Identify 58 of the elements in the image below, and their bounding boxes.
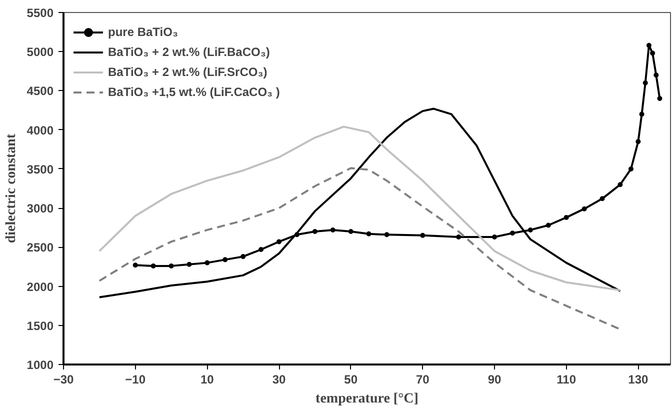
y-tick-label: 4000	[26, 123, 54, 138]
point	[384, 232, 390, 238]
y-axis-title: dielectric constant	[4, 134, 19, 244]
x-axis-title: temperature [°C]	[316, 392, 418, 406]
x-tick-label: −10	[125, 372, 146, 386]
x-tick-label: 30	[272, 372, 286, 386]
x-tick-label: 90	[488, 372, 502, 386]
point	[240, 254, 246, 260]
point	[657, 96, 662, 102]
point	[618, 182, 623, 188]
y-tick-label: 3000	[26, 202, 54, 216]
y-tick-label: 5000	[26, 45, 54, 60]
point	[510, 230, 515, 236]
x-tick-label: 50	[344, 372, 358, 386]
point	[420, 232, 426, 238]
y-tick-label: 1500	[26, 318, 54, 333]
point	[646, 42, 652, 48]
x-tick-label: 130	[628, 372, 649, 386]
point	[639, 112, 644, 117]
x-tick-label: 70	[416, 372, 430, 386]
point	[168, 263, 174, 268]
point	[204, 260, 210, 266]
x-tick-label: 110	[556, 372, 576, 386]
point	[582, 206, 587, 212]
legend-label: BaTiO₃ +1,5 wt.% (LiF.CaCO₃ )	[108, 85, 280, 99]
y-tick-label: 2500	[26, 240, 54, 255]
point	[654, 72, 659, 78]
x-tick-label: −30	[53, 372, 74, 386]
y-tick-label: 1000	[26, 358, 54, 372]
point	[312, 229, 318, 234]
point	[642, 80, 648, 86]
point	[628, 166, 634, 172]
y-tick-label: 5500	[26, 6, 54, 20]
point	[456, 234, 462, 240]
point	[650, 50, 656, 56]
point	[222, 257, 228, 262]
y-tick-label: 3500	[26, 162, 54, 176]
point	[348, 229, 354, 234]
point	[150, 263, 156, 268]
point	[186, 262, 192, 267]
point	[132, 262, 138, 268]
point	[546, 222, 551, 228]
point	[528, 227, 533, 232]
legend-label: BaTiO₃ + 2 wt.% (LiF.BaCO₃)	[108, 45, 270, 59]
point	[330, 227, 336, 232]
y-tick-label: 4500	[26, 84, 54, 98]
point	[492, 234, 498, 240]
point	[258, 247, 264, 252]
line-series	[98, 167, 622, 330]
point	[276, 239, 282, 244]
point	[366, 231, 372, 236]
point	[564, 214, 569, 220]
x-tick-label: 10	[200, 372, 214, 386]
point	[636, 139, 641, 144]
legend-label: BaTiO₃ + 2 wt.% (LiF.SrCO₃)	[108, 65, 268, 79]
legend-label: pure BaTiO₃	[108, 25, 178, 39]
point	[600, 196, 605, 202]
y-tick-label: 2000	[26, 280, 54, 294]
